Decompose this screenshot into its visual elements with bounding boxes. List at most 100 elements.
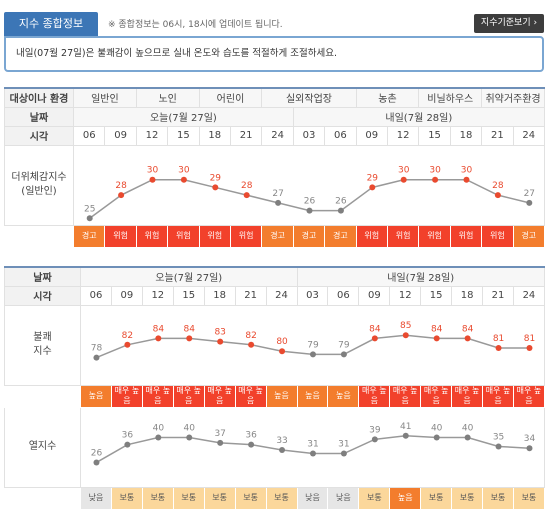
data-point — [433, 434, 440, 441]
level-badge: 낮음 — [296, 486, 329, 510]
level-badge: 경고 — [292, 224, 326, 248]
data-point — [495, 442, 502, 449]
data-point — [243, 191, 250, 198]
level-badge: 매우 높음 — [234, 384, 267, 408]
data-label: 41 — [400, 421, 411, 431]
level-badge: 매우 높음 — [172, 384, 205, 408]
data-point — [433, 334, 440, 341]
level-badge: 위험 — [449, 224, 483, 248]
data-label: 30 — [147, 165, 159, 175]
data-point — [432, 176, 439, 183]
line-chart: 78 82 84 84 83 82 80 79 79 84 85 84 84 81 81 — [91, 321, 535, 361]
time-cell: 03 — [292, 125, 326, 146]
target-option-1[interactable]: 노인 — [135, 87, 200, 108]
data-label: 25 — [84, 204, 95, 214]
level-badge: 높음 — [80, 384, 112, 408]
data-point — [495, 344, 502, 351]
data-point — [86, 214, 93, 221]
data-point — [93, 458, 100, 465]
line-chart-cell: 78 82 84 84 83 82 80 79 79 84 85 84 84 81 81 — [80, 304, 545, 386]
target-option-4[interactable]: 농촌 — [355, 87, 420, 108]
chart-row-label: 열지수 — [4, 406, 81, 488]
level-badge: 경고 — [512, 224, 545, 248]
data-point — [400, 176, 407, 183]
data-point — [463, 176, 470, 183]
data-point — [526, 344, 533, 351]
level-row-spacer — [4, 224, 74, 248]
level-badge: 위험 — [418, 224, 451, 248]
data-label: 31 — [307, 439, 318, 449]
target-option-0[interactable]: 일반인 — [73, 87, 137, 108]
level-badge: 보통 — [172, 486, 205, 510]
level-badge: 보통 — [203, 486, 236, 510]
feels-like-table: 대상이나 환경 일반인 노인 어린이 실외작업장 농촌 비닐하우스 취약거주환경 날짜 오늘(7… — [4, 87, 545, 248]
data-label: 28 — [492, 181, 504, 191]
data-label: 27 — [272, 188, 283, 198]
time-cell: 15 — [418, 125, 451, 146]
data-label: 26 — [91, 448, 103, 458]
time-cell: 09 — [110, 285, 143, 306]
data-point — [186, 334, 193, 341]
time-cell: 12 — [141, 285, 174, 306]
data-point — [279, 347, 286, 354]
level-badge: 매우 높음 — [482, 384, 514, 408]
data-label: 84 — [431, 324, 443, 334]
time-cell: 09 — [355, 125, 388, 146]
data-label: 30 — [398, 165, 410, 175]
line-chart: 25 28 30 30 29 28 27 26 26 29 30 30 30 28 27 — [84, 165, 535, 221]
date-today: 오늘(7월 27일) — [73, 106, 294, 127]
data-point — [124, 441, 131, 448]
target-label: 대상이나 환경 — [4, 87, 74, 108]
data-point — [180, 176, 187, 183]
data-label: 36 — [122, 430, 134, 440]
data-point — [494, 191, 501, 198]
level-badge: 보통 — [141, 486, 174, 510]
data-label: 33 — [276, 436, 287, 446]
level-badge: 보통 — [234, 486, 267, 510]
time-cell: 15 — [167, 125, 200, 146]
data-label: 29 — [367, 173, 379, 183]
level-badge: 매우 높음 — [141, 384, 174, 408]
header: 지수 종합정보 ※ 종합정보는 06시, 18시에 업데이트 됩니다. 지수기준… — [0, 0, 550, 36]
data-point — [248, 441, 255, 448]
data-point — [371, 435, 378, 442]
time-cell: 12 — [135, 125, 169, 146]
data-label: 40 — [153, 423, 165, 433]
data-point — [248, 341, 255, 348]
data-point — [337, 207, 344, 214]
data-point — [464, 434, 471, 441]
target-option-6[interactable]: 취약거주환경 — [481, 87, 545, 108]
data-label: 37 — [214, 428, 225, 438]
time-cell: 06 — [80, 285, 112, 306]
time-cell: 21 — [229, 125, 263, 146]
data-label: 81 — [524, 334, 535, 344]
level-badge: 경고 — [324, 224, 357, 248]
level-badge: 매우 높음 — [203, 384, 236, 408]
data-label: 84 — [153, 324, 165, 334]
level-badge: 위험 — [135, 224, 169, 248]
data-label: 85 — [400, 321, 411, 331]
target-option-2[interactable]: 어린이 — [198, 87, 263, 108]
time-cell: 24 — [261, 125, 294, 146]
time-cell: 18 — [198, 125, 231, 146]
time-cell: 12 — [386, 125, 420, 146]
discomfort-heat-table: 날짜 오늘(7월 27일) 내일(7월 28일) 시각 06 09 12 15 18 21 24 0… — [4, 266, 545, 510]
target-option-5[interactable]: 비닐하우스 — [418, 87, 483, 108]
index-guide-button[interactable]: 지수기준보기 › — [474, 14, 544, 33]
data-label: 82 — [122, 330, 133, 340]
data-label: 82 — [245, 330, 256, 340]
tab-index-info[interactable]: 지수 종합정보 — [4, 12, 98, 36]
data-point — [279, 446, 286, 453]
target-option-3[interactable]: 실외작업장 — [261, 87, 357, 108]
time-label: 시각 — [4, 125, 74, 146]
level-badge: 보통 — [451, 486, 484, 510]
time-cell: 06 — [327, 285, 360, 306]
level-badge: 위험 — [198, 224, 231, 248]
data-point — [217, 338, 224, 345]
data-point — [155, 334, 162, 341]
level-badge: 위험 — [229, 224, 263, 248]
data-label: 83 — [214, 327, 225, 337]
data-point — [340, 350, 347, 357]
data-point — [118, 191, 125, 198]
level-badge: 보통 — [265, 486, 298, 510]
